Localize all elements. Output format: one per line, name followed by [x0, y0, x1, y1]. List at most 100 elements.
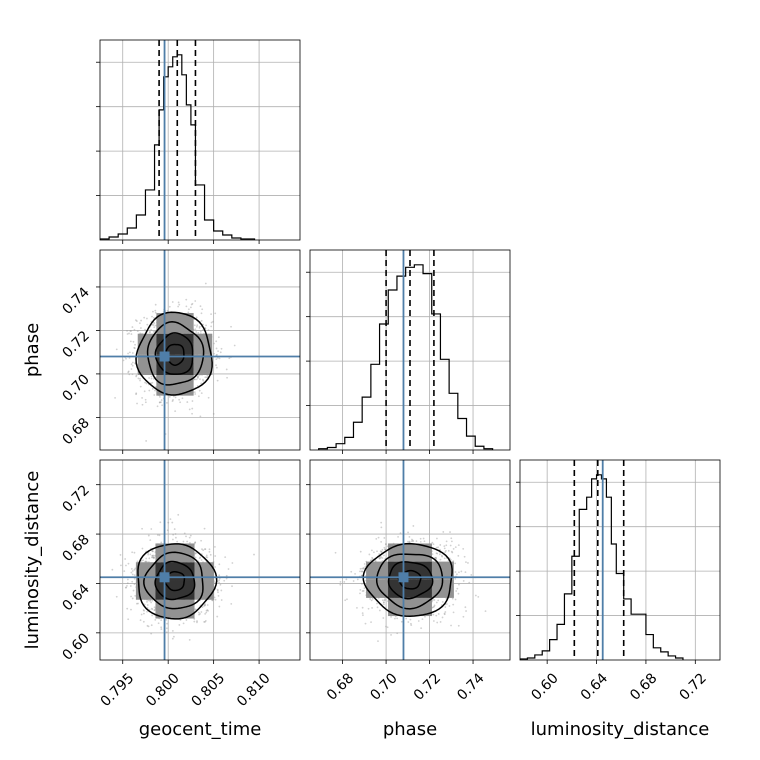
- sample-point: [380, 556, 382, 559]
- sample-point: [191, 412, 193, 415]
- sample-point: [195, 378, 198, 381]
- sample-point: [131, 580, 134, 583]
- sample-point: [187, 311, 190, 314]
- sample-point: [152, 330, 155, 333]
- sample-point: [126, 578, 129, 581]
- sample-point: [186, 401, 189, 403]
- sample-point: [437, 613, 440, 615]
- sample-point: [189, 534, 192, 537]
- sample-point: [200, 539, 203, 542]
- sample-point: [470, 574, 473, 576]
- sample-point: [381, 548, 384, 551]
- sample-point: [131, 364, 134, 367]
- sample-point: [148, 389, 151, 392]
- sample-point: [218, 581, 220, 584]
- sample-point: [145, 557, 148, 560]
- sample-point: [128, 373, 131, 376]
- sample-point: [147, 599, 150, 602]
- sample-point: [177, 301, 180, 304]
- sample-point: [177, 513, 180, 516]
- x-tick-label-geocent_time-3: 0.810: [234, 670, 274, 710]
- sample-point: [168, 305, 171, 308]
- sample-point: [197, 611, 200, 614]
- sample-point: [153, 609, 156, 612]
- y-tick-label-phase-3: 0.74: [59, 284, 92, 317]
- sample-point: [216, 379, 219, 382]
- sample-point: [189, 541, 191, 544]
- sample-point: [176, 540, 179, 543]
- sample-point: [467, 562, 469, 564]
- sample-point: [147, 625, 150, 628]
- sample-point: [144, 401, 147, 404]
- sample-point: [153, 316, 155, 319]
- sample-point: [197, 331, 200, 334]
- sample-point: [151, 614, 154, 617]
- sample-point: [423, 540, 426, 543]
- sample-point: [447, 549, 450, 552]
- y-axis-title-luminosity-distance: luminosity_distance: [22, 471, 43, 650]
- sample-point: [204, 376, 207, 379]
- sample-point: [385, 559, 388, 562]
- sample-point: [159, 521, 162, 524]
- sample-point: [129, 585, 132, 587]
- density-cell: [137, 354, 157, 375]
- sample-point: [219, 583, 222, 586]
- sample-point: [185, 535, 187, 538]
- sample-point: [451, 597, 454, 600]
- sample-point: [431, 541, 434, 544]
- sample-point: [179, 401, 182, 404]
- sample-point: [153, 608, 156, 611]
- sample-point: [207, 396, 210, 399]
- sample-point: [444, 606, 447, 608]
- sample-point: [435, 552, 438, 555]
- sample-point: [203, 527, 206, 530]
- sample-point: [196, 621, 198, 624]
- sample-point: [131, 326, 134, 328]
- sample-point: [350, 570, 353, 573]
- sample-point: [159, 401, 161, 404]
- sample-point: [408, 540, 411, 543]
- sample-point: [345, 578, 348, 581]
- sample-point: [371, 556, 374, 559]
- contour-level-3: [362, 542, 453, 617]
- sample-point: [166, 622, 168, 625]
- sample-point: [385, 543, 387, 546]
- sample-point: [443, 547, 446, 550]
- sample-point: [449, 531, 451, 533]
- sample-point: [188, 536, 191, 539]
- sample-point: [189, 306, 192, 309]
- sample-point: [217, 336, 220, 339]
- sample-point: [368, 553, 371, 556]
- sample-point: [456, 573, 458, 576]
- sample-point: [371, 597, 374, 600]
- sample-point: [145, 440, 148, 442]
- x-tick-label-phase-3: 0.74: [454, 670, 487, 703]
- sample-point: [122, 359, 125, 362]
- density-cell: [366, 561, 389, 580]
- sample-point: [133, 574, 136, 576]
- sample-point: [208, 550, 211, 553]
- density-cell: [431, 561, 454, 580]
- sample-point: [153, 557, 155, 560]
- sample-point: [376, 550, 378, 553]
- sample-point: [152, 324, 155, 327]
- sample-point: [457, 554, 460, 557]
- sample-point: [376, 602, 378, 605]
- sample-point: [198, 325, 201, 328]
- sample-point: [135, 392, 138, 395]
- sample-point: [438, 548, 441, 551]
- sample-point: [166, 529, 169, 532]
- contour-level-2: [146, 321, 205, 386]
- sample-point: [369, 598, 372, 600]
- contour-level-2: [143, 551, 204, 610]
- sample-point: [214, 312, 217, 315]
- sample-point: [219, 351, 222, 354]
- sample-point: [382, 617, 385, 619]
- sample-point: [393, 617, 396, 620]
- sample-point: [230, 325, 232, 328]
- y-tick-label-phase-1: 0.70: [59, 371, 92, 404]
- sample-point: [361, 612, 364, 615]
- sample-point: [131, 361, 134, 364]
- sample-point: [204, 327, 207, 330]
- sample-point: [174, 410, 177, 412]
